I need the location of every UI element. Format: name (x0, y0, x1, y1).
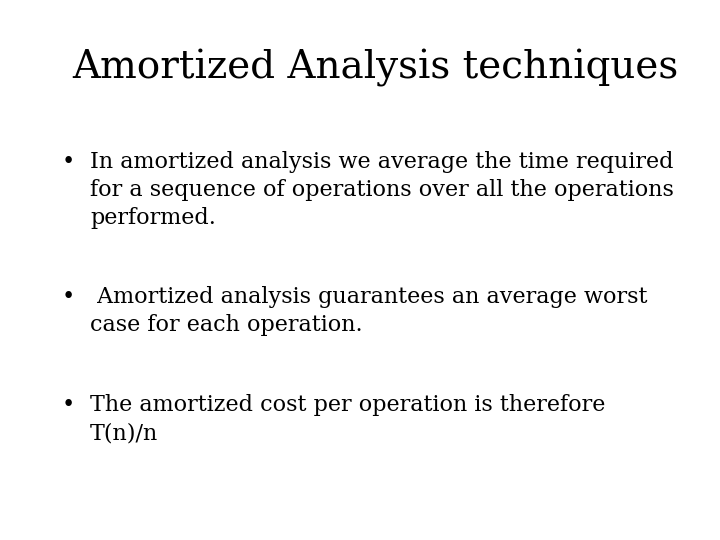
Text: In amortized analysis we average the time required
for a sequence of operations : In amortized analysis we average the tim… (90, 151, 674, 229)
Text: •: • (61, 151, 74, 173)
Text: Amortized Analysis techniques: Amortized Analysis techniques (72, 49, 678, 86)
Text: Amortized analysis guarantees an average worst
case for each operation.: Amortized analysis guarantees an average… (90, 286, 647, 336)
Text: The amortized cost per operation is therefore
T(n)/n: The amortized cost per operation is ther… (90, 394, 606, 444)
Text: •: • (61, 286, 74, 308)
Text: •: • (61, 394, 74, 416)
